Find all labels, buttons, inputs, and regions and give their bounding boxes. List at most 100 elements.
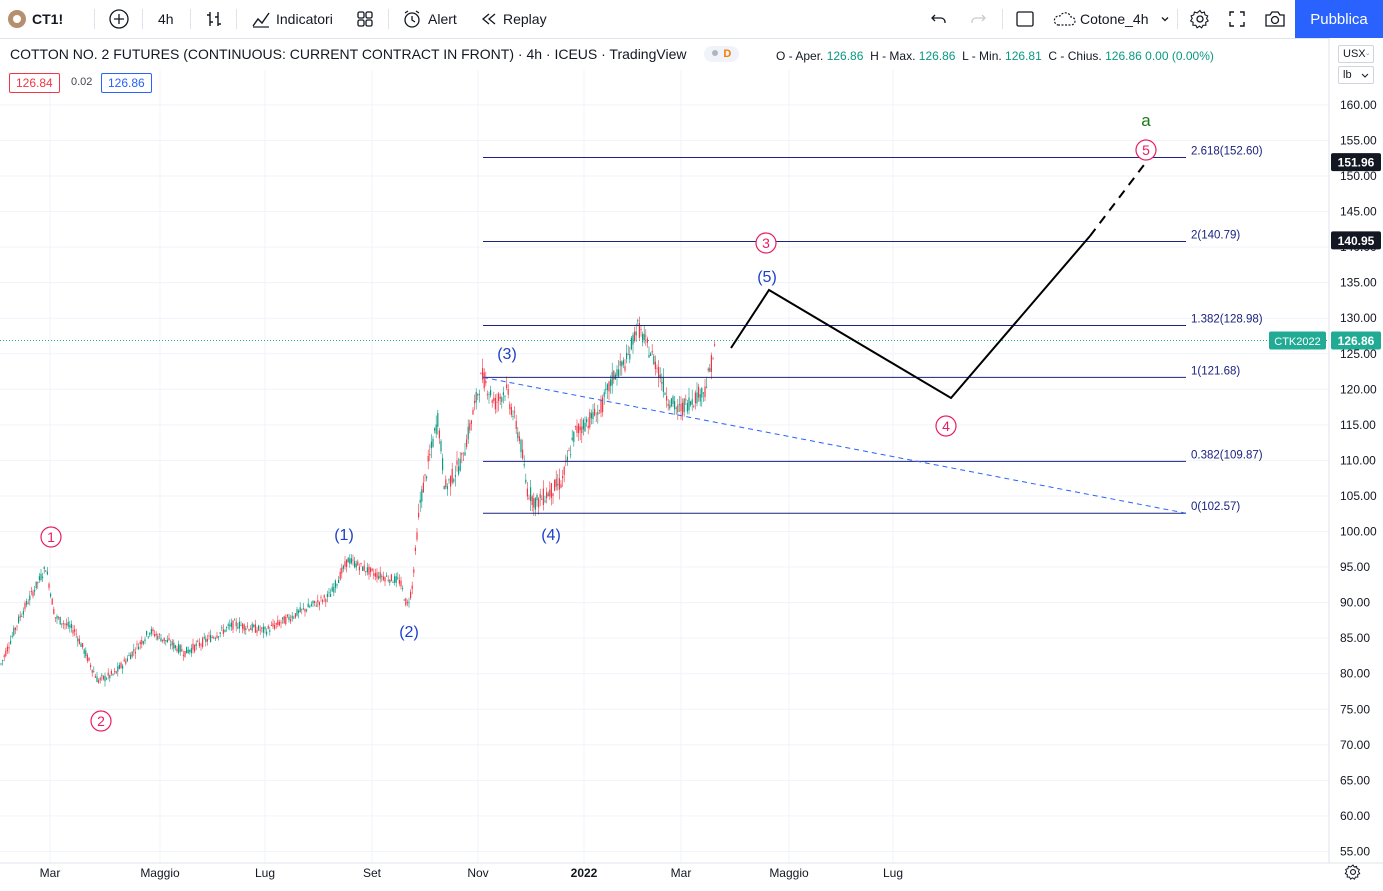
fullscreen-layout-button[interactable] <box>1015 0 1035 38</box>
price-axis-label-box <box>1331 231 1381 250</box>
candle-body <box>653 355 655 365</box>
interval-button[interactable]: 4h <box>158 0 174 38</box>
candle-body <box>179 645 181 652</box>
candle-body <box>235 621 237 627</box>
candle-body <box>435 424 437 434</box>
candle-body <box>232 620 234 630</box>
replay-button[interactable]: Replay <box>480 0 547 38</box>
price-tick-label: 90.00 <box>1340 596 1370 610</box>
candle-body <box>192 643 194 650</box>
settings-button[interactable] <box>1189 0 1211 38</box>
symbol-label: CT1! <box>32 11 64 27</box>
candle-body <box>483 372 485 389</box>
snapshot-button[interactable] <box>1264 0 1286 38</box>
currency-value: USX <box>1343 48 1366 60</box>
candle-body <box>312 600 314 604</box>
candle-body <box>573 431 575 442</box>
candle-body <box>418 512 420 518</box>
publish-button[interactable]: Pubblica <box>1295 0 1383 38</box>
candle-body <box>517 432 519 438</box>
candle-body <box>475 392 477 403</box>
candle-body <box>349 558 351 564</box>
time-tick-label: Mar <box>40 866 61 880</box>
candle-body <box>37 581 39 584</box>
candle-body <box>662 377 664 392</box>
alert-button[interactable]: Alert <box>401 0 457 38</box>
currency-select[interactable]: USX <box>1338 45 1374 63</box>
candle-body <box>605 389 607 391</box>
fib-level-label: 2.618(152.60) <box>1191 146 1263 158</box>
buy-price-button[interactable]: 126.86 <box>101 73 152 93</box>
candle-body <box>574 426 576 427</box>
candle-body <box>258 625 260 631</box>
candle-body <box>138 646 140 650</box>
unit-value: lb <box>1343 69 1352 81</box>
fib-level-label: 1.382(128.98) <box>1191 313 1263 325</box>
candle-body <box>368 566 370 575</box>
candle-body <box>621 361 623 367</box>
candle-body <box>403 599 405 601</box>
candle-body <box>651 350 653 353</box>
candle-body <box>224 629 226 632</box>
candle-body <box>104 675 106 682</box>
wave-label-blue: (5) <box>757 269 777 286</box>
candle-body <box>158 634 160 635</box>
time-axis: Mar Maggio Lug Set Nov 2022 Mar Maggio Lug <box>0 862 1383 880</box>
candle-body <box>282 617 284 620</box>
candle-body <box>472 409 474 415</box>
redo-button[interactable] <box>968 0 988 38</box>
candle-body <box>85 650 87 657</box>
chart-type-button[interactable] <box>204 0 224 38</box>
open-value: 126.86 <box>826 49 864 63</box>
candle-body <box>504 396 506 398</box>
candle-body <box>555 478 557 487</box>
candle-body <box>226 627 228 629</box>
candle-body <box>339 571 341 580</box>
layout-menu-button[interactable]: Cotone_4h <box>1051 0 1171 38</box>
wave-number: 1 <box>47 529 55 545</box>
candle-body <box>560 484 562 488</box>
indicators-button[interactable]: Indicatori <box>250 0 333 38</box>
candle-body <box>267 625 269 629</box>
candle-body <box>301 608 303 610</box>
candle-body <box>210 635 212 643</box>
candle-body <box>693 405 695 407</box>
candle-body <box>370 567 372 573</box>
candle-body <box>118 664 120 669</box>
market-status-badge[interactable]: D <box>704 46 740 62</box>
price-tick-label: 130.00 <box>1340 311 1377 325</box>
fullscreen-button[interactable] <box>1227 0 1247 38</box>
candle-body <box>270 625 272 626</box>
gear-icon <box>1189 9 1209 29</box>
candle-body <box>603 392 605 397</box>
candle-body <box>101 675 103 676</box>
candle-body <box>382 576 384 580</box>
undo-button[interactable] <box>929 0 949 38</box>
candle-body <box>42 576 44 578</box>
candle-body <box>290 619 292 622</box>
candle-body <box>618 369 620 377</box>
candle-body <box>450 475 452 487</box>
price-axis-label-box <box>1331 153 1381 172</box>
candle-body <box>674 401 676 410</box>
unit-select[interactable]: lb <box>1338 66 1374 84</box>
candle-body <box>174 645 176 648</box>
candle-body <box>581 426 583 434</box>
sell-price-button[interactable]: 126.84 <box>9 73 60 93</box>
contract-label: CTK2022 <box>1274 336 1320 348</box>
low-label: L - Min. <box>962 49 1002 63</box>
candle-body <box>146 631 148 635</box>
candle-body <box>386 575 388 577</box>
candle-body <box>264 627 266 630</box>
templates-button[interactable] <box>355 0 375 38</box>
top-toolbar: CT1! 4h Indicatori Alert Replay Cotone_4… <box>0 0 1383 39</box>
symbol-search-button[interactable]: CT1! <box>8 0 63 38</box>
chart-settings-button[interactable] <box>1344 863 1362 886</box>
candle-body <box>243 624 245 631</box>
candle-body <box>440 441 442 452</box>
candle-body <box>397 577 399 579</box>
compare-button[interactable] <box>108 0 130 38</box>
candle-body <box>366 567 368 573</box>
candle-body <box>59 616 61 625</box>
